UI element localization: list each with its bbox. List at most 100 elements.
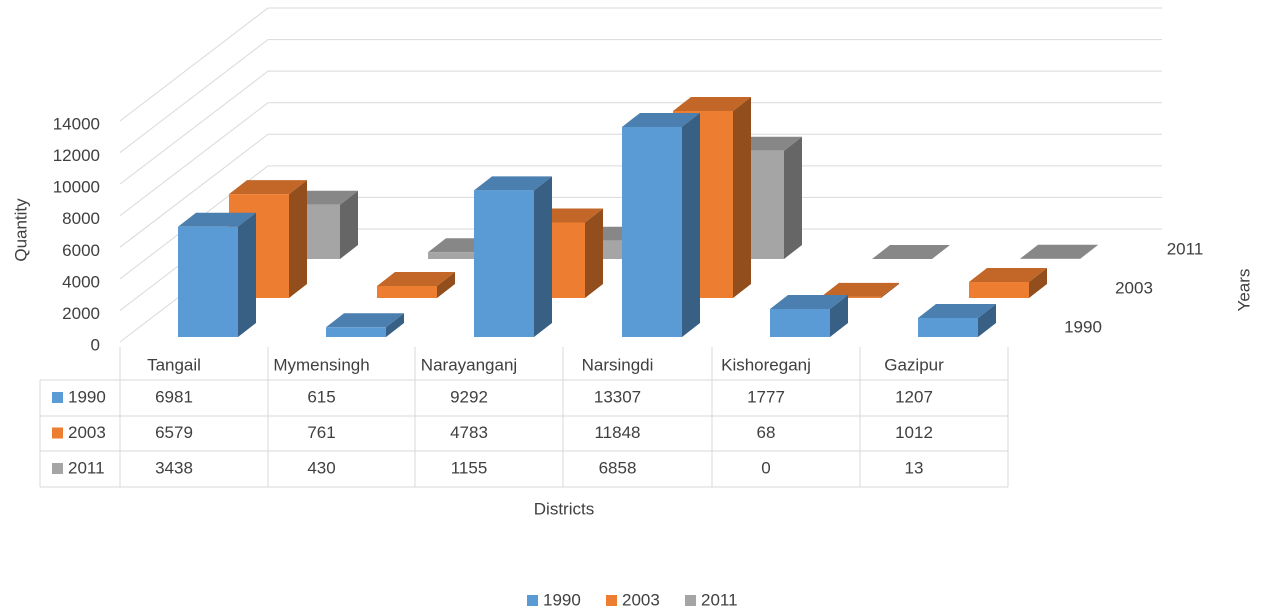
bar-top	[178, 212, 256, 227]
grid-line	[119, 7, 1162, 122]
grid-line	[119, 102, 1162, 217]
legend-key	[685, 595, 696, 606]
bar-top	[622, 112, 700, 127]
bar-front	[377, 285, 437, 298]
row-key	[52, 392, 63, 403]
table-cell: 13	[905, 458, 924, 477]
bar	[377, 271, 455, 298]
table-cell: 6981	[155, 387, 193, 406]
z-axis-title: Years	[1234, 269, 1253, 312]
depth-label: 2003	[1115, 278, 1153, 297]
bar-side	[830, 294, 848, 337]
bar-top	[326, 313, 404, 328]
grid-line	[119, 70, 1162, 185]
bar-side	[585, 208, 603, 298]
bar-side	[386, 313, 404, 337]
bar-side	[1080, 244, 1098, 259]
table-cell: 6858	[599, 458, 637, 477]
bar-top	[770, 294, 848, 309]
table-cell: 1777	[747, 387, 785, 406]
bar	[1020, 244, 1098, 259]
bar-side	[978, 303, 996, 337]
depth-label: 2011	[1167, 239, 1204, 258]
bar-side	[733, 96, 751, 298]
grid-line	[119, 165, 1162, 280]
bar-side	[881, 282, 899, 298]
legend-key	[606, 595, 617, 606]
y-tick-label: 6000	[62, 241, 100, 260]
y-tick-label: 12000	[53, 146, 100, 165]
bar-top	[377, 271, 455, 286]
column-header: Narayanganj	[421, 355, 517, 374]
bar	[821, 282, 899, 298]
bar-top	[969, 268, 1047, 283]
table-cell: 1012	[895, 423, 933, 442]
table-cell: 761	[307, 423, 335, 442]
bar	[474, 176, 552, 337]
bar-front	[918, 317, 978, 337]
y-tick-label: 2000	[62, 304, 100, 323]
y-tick-label: 4000	[62, 272, 100, 291]
table-cell: 6579	[155, 423, 193, 442]
column-header: Kishoreganj	[721, 355, 811, 374]
column-header: Tangail	[147, 355, 201, 374]
y-tick-label: 10000	[53, 178, 100, 197]
bar-top	[229, 180, 307, 195]
bar-side	[289, 180, 307, 298]
y-tick-label: 8000	[62, 209, 100, 228]
bar-side	[238, 212, 256, 337]
column-header: Mymensingh	[273, 355, 369, 374]
bar-front	[969, 282, 1029, 298]
column-header: Gazipur	[884, 355, 944, 374]
grid-line	[119, 133, 1162, 248]
bar-top	[1020, 244, 1098, 259]
row-header: 2003	[68, 423, 106, 442]
legend-label: 1990	[543, 590, 581, 609]
table-cell: 615	[307, 387, 335, 406]
row-key	[52, 463, 63, 474]
table-cell: 68	[757, 423, 776, 442]
bar-side	[1029, 268, 1047, 298]
bar-top	[872, 245, 950, 259]
legend-label: 2003	[622, 590, 660, 609]
legend-key	[527, 595, 538, 606]
bar	[969, 268, 1047, 298]
bar-top	[673, 96, 751, 111]
bar	[622, 112, 700, 337]
bar-front	[326, 327, 386, 337]
bar-top	[918, 303, 996, 318]
row-header: 1990	[68, 387, 106, 406]
table-cell: 13307	[594, 387, 641, 406]
table-cell: 11848	[594, 423, 640, 442]
x-axis-title: Districts	[534, 499, 594, 518]
depth-label: 1990	[1064, 317, 1102, 336]
table-cell: 0	[761, 458, 770, 477]
y-tick-label: 0	[91, 335, 100, 354]
bar-side	[340, 190, 358, 259]
table-cell: 9292	[450, 387, 488, 406]
row-key	[52, 427, 63, 439]
legend-label: 2011	[701, 590, 738, 609]
bar-front	[770, 308, 830, 337]
row-header: 2011	[68, 458, 105, 477]
bar-front	[821, 296, 881, 298]
bar-top	[821, 282, 899, 297]
bar	[326, 313, 404, 337]
y-axis-title: Quantity	[11, 198, 30, 262]
bar	[872, 245, 950, 259]
grid-line	[119, 39, 1162, 153]
bar-front	[622, 126, 682, 337]
table-cell: 3438	[155, 458, 193, 477]
bar-side	[534, 176, 552, 337]
table-cell: 1155	[451, 458, 488, 477]
table-cell: 1207	[895, 387, 933, 406]
bar-side	[784, 136, 802, 259]
bar-top	[474, 176, 552, 191]
bar-front	[178, 226, 238, 337]
bar	[770, 294, 848, 337]
bar	[178, 212, 256, 337]
column-header: Narsingdi	[582, 355, 654, 374]
bar-front	[428, 252, 488, 259]
table-cell: 4783	[450, 423, 488, 442]
